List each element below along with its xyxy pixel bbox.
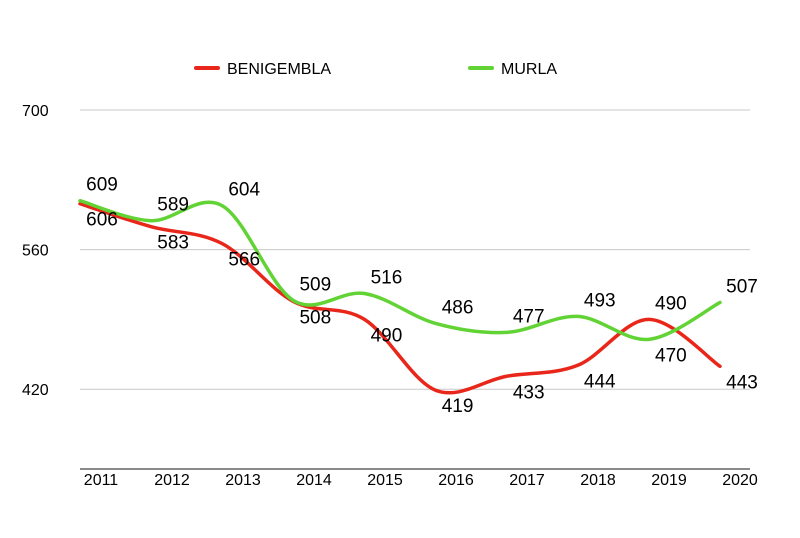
data-label: 493 xyxy=(584,290,616,311)
x-tick-label: 2014 xyxy=(296,472,332,489)
x-tick-label: 2019 xyxy=(651,472,687,489)
x-tick-label: 2017 xyxy=(509,472,545,489)
data-label: 604 xyxy=(228,180,260,201)
series-line-benigembla xyxy=(78,201,722,395)
data-label: 509 xyxy=(299,274,331,295)
x-tick-label: 2016 xyxy=(438,472,474,489)
series-line-murla xyxy=(78,198,722,342)
data-label: 609 xyxy=(86,175,118,196)
legend-label: MURLA xyxy=(501,61,557,78)
data-label: 443 xyxy=(726,372,758,393)
x-tick-label: 2015 xyxy=(367,472,403,489)
y-tick-label: 420 xyxy=(22,382,49,399)
y-tick-label: 560 xyxy=(22,243,49,260)
data-label: 589 xyxy=(157,195,189,216)
x-tick-label: 2020 xyxy=(722,472,758,489)
x-tick-label: 2012 xyxy=(154,472,190,489)
data-label: 433 xyxy=(513,382,545,403)
y-tick-label: 700 xyxy=(22,103,49,120)
data-label: 516 xyxy=(371,267,403,288)
x-tick-label: 2011 xyxy=(84,472,119,489)
data-label: 566 xyxy=(228,250,260,271)
data-label: 444 xyxy=(584,371,616,392)
legend-label: BENIGEMBLA xyxy=(227,61,331,78)
data-label: 508 xyxy=(299,307,331,328)
data-label: 583 xyxy=(157,233,189,254)
data-label: 507 xyxy=(726,276,758,297)
data-label: 490 xyxy=(655,293,687,314)
data-label: 470 xyxy=(655,345,687,366)
data-label: 490 xyxy=(371,325,403,346)
x-tick-label: 2018 xyxy=(580,472,616,489)
data-label: 606 xyxy=(86,210,118,231)
x-tick-label: 2013 xyxy=(225,472,261,489)
data-label: 477 xyxy=(513,306,545,327)
data-label: 486 xyxy=(442,297,474,318)
data-label: 419 xyxy=(442,396,474,417)
